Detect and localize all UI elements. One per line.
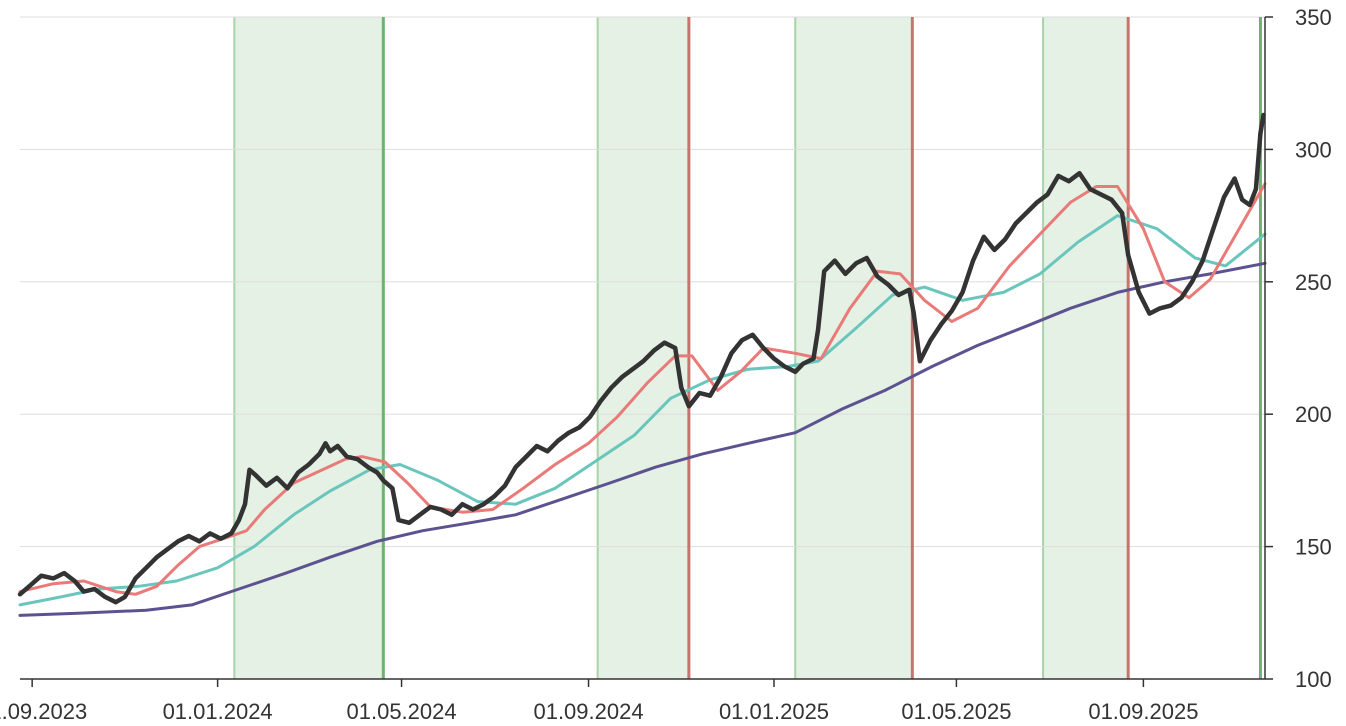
shaded-period-3	[795, 17, 913, 679]
medium-average-line	[18, 214, 1267, 607]
y-tick-label: 300	[1295, 137, 1332, 162]
y-tick-label: 350	[1295, 5, 1332, 30]
shaded-period-4	[1043, 17, 1129, 679]
y-tick-label: 100	[1295, 667, 1332, 692]
y-tick-label: 200	[1295, 402, 1332, 427]
x-tick-label: 01.01.2024	[163, 699, 273, 724]
slow-average-line	[18, 261, 1267, 617]
x-tick-label: 01.09.2024	[533, 699, 643, 724]
price-line	[17, 112, 1266, 605]
y-tick-label: 150	[1295, 535, 1332, 560]
shaded-periods	[233, 17, 1129, 679]
x-tick-label: 01.05.2024	[347, 699, 457, 724]
series-lines	[17, 112, 1267, 617]
x-tick-label: 01.09.2025	[1088, 699, 1198, 724]
x-axis-ticks: 01.09.2023 01.01.2024 01.05.2024 01.09.2024…	[0, 679, 1198, 724]
shaded-period-1	[234, 17, 384, 679]
x-tick-label: 01.05.2025	[901, 699, 1011, 724]
horizontal-gridlines	[20, 16, 1265, 548]
y-axis-ticks: 350 300 250 200 150 100	[1265, 5, 1332, 692]
y-tick-label: 250	[1295, 270, 1332, 295]
x-tick-label: 01.01.2025	[719, 699, 829, 724]
x-tick-label: 01.09.2023	[0, 699, 87, 724]
fast-average-line	[18, 182, 1267, 596]
